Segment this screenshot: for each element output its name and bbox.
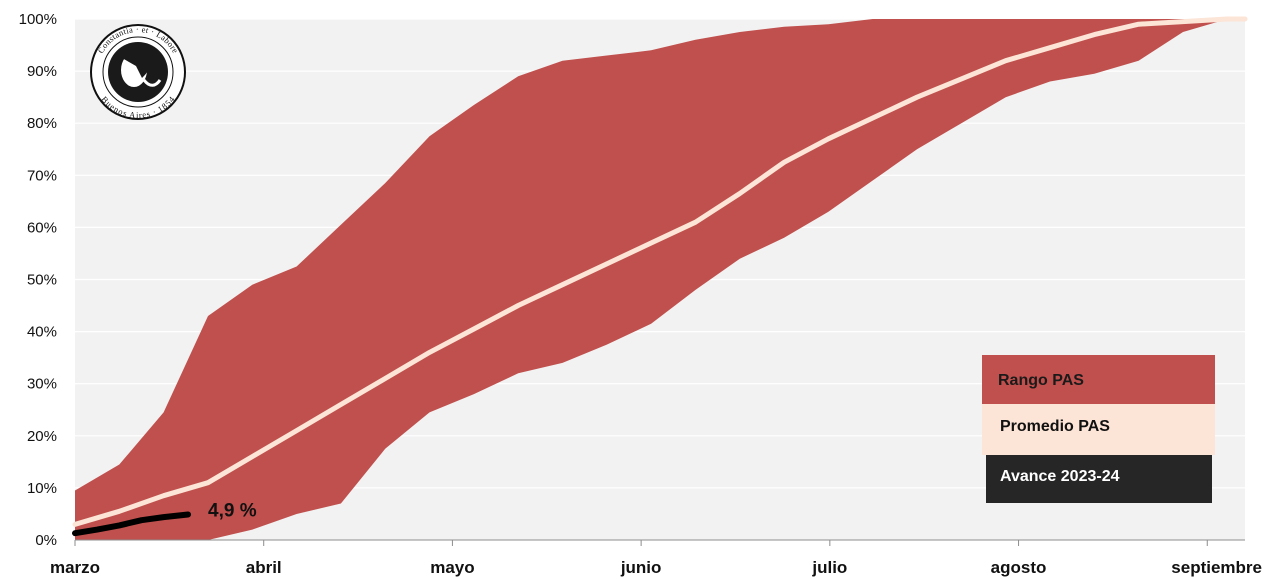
legend-label-rango: Rango PAS: [998, 372, 1084, 389]
x-tick-label: marzo: [50, 558, 100, 577]
y-tick-label: 50%: [27, 272, 57, 289]
x-tick-label: septiembre: [1171, 558, 1262, 577]
x-tick-label: mayo: [430, 558, 474, 577]
average-line-layer: [72, 16, 1248, 527]
y-tick-label: 60%: [27, 219, 57, 236]
series-rango-pas-band: [75, 19, 1245, 540]
seal-hair-icon: [122, 50, 151, 78]
y-tick-label: 70%: [27, 167, 57, 184]
y-tick-label: 20%: [27, 428, 57, 445]
series-promedio-pas-line: [72, 16, 1248, 527]
y-tick-label: 100%: [19, 11, 57, 28]
x-tick-label: agosto: [991, 558, 1047, 577]
y-tick-label: 40%: [27, 324, 57, 341]
y-tick-label: 90%: [27, 63, 57, 80]
range-band-layer: [75, 19, 1245, 540]
legend-swatch-avance: [986, 455, 1212, 503]
x-tick-label: junio: [620, 558, 662, 577]
legend-swatch-promedio: [982, 404, 1215, 455]
y-tick-label: 30%: [27, 376, 57, 393]
legend-swatch-rango: [982, 355, 1215, 404]
x-tick-label: abril: [246, 558, 282, 577]
y-tick-label: 80%: [27, 115, 57, 132]
legend-label-promedio: Promedio PAS: [1000, 418, 1110, 435]
x-axis: marzo abril mayo junio julio agosto septiembre: [50, 539, 1262, 577]
annotation-layer: 4,9 %: [208, 500, 257, 521]
series-avance-2023-24-line: [72, 511, 191, 537]
x-tick-label: julio: [811, 558, 847, 577]
bolsa-seal-logo: Constantia · et · Labore Buenos Aires · …: [90, 24, 186, 120]
current-progress-layer: [72, 511, 191, 537]
legend: Rango PAS Promedio PAS Avance 2023-24: [982, 355, 1215, 503]
y-axis: 0% 10% 20% 30% 40% 50% 60% 70% 80% 90% 100%: [19, 11, 57, 549]
annotation-current-value: 4,9 %: [208, 500, 257, 521]
y-tick-label: 0%: [35, 532, 57, 549]
y-tick-label: 10%: [27, 480, 57, 497]
legend-label-avance: Avance 2023-24: [1000, 468, 1120, 485]
